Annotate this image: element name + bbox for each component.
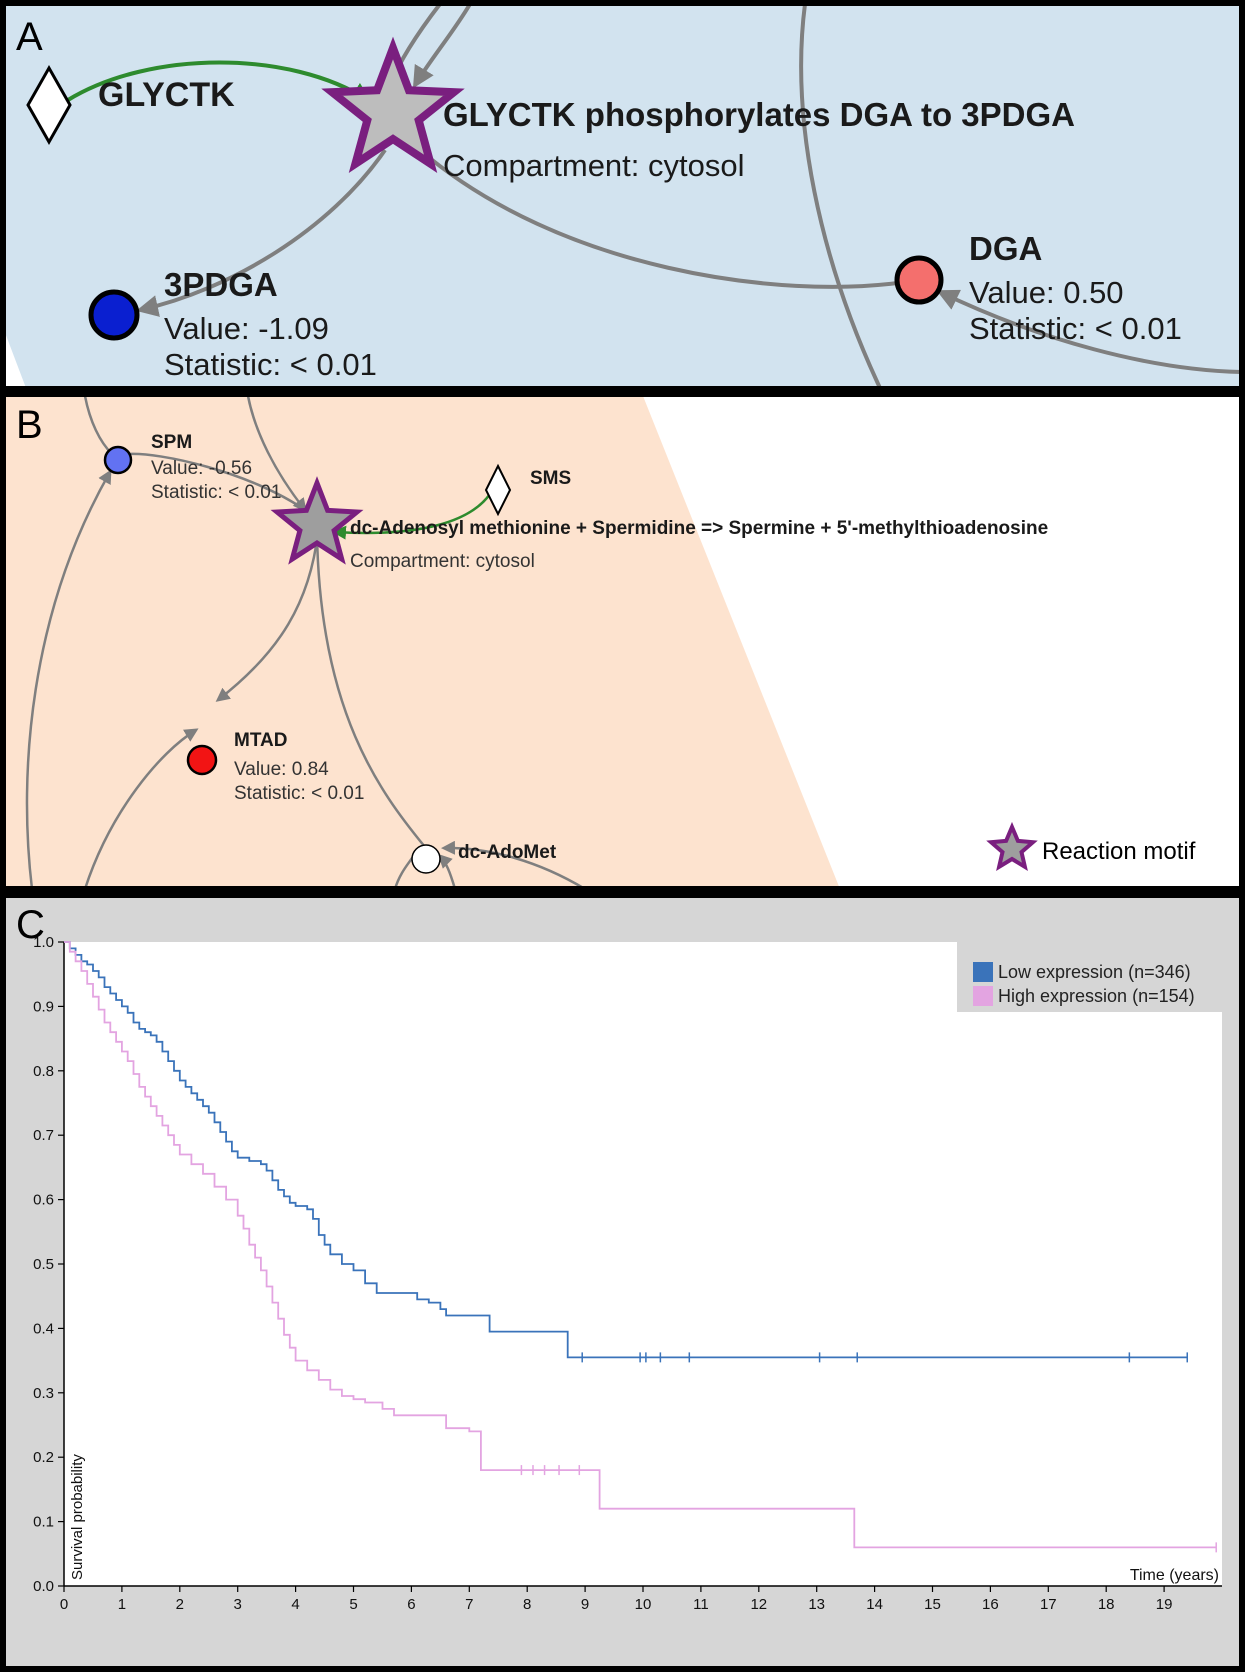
node-3pdga-statistic: Statistic: < 0.01	[164, 347, 377, 382]
reaction-b-compartment: Compartment: cytosol	[350, 551, 535, 572]
panel-b-reaction-network: SPM Value: -0.56 Statistic: < 0.01 SMS d…	[0, 392, 1245, 892]
x-tick-label: 11	[693, 1596, 709, 1613]
chart-layer: 0.00.10.20.30.40.50.60.70.80.91.00 1 2 3 4 5 6…	[33, 934, 1222, 1613]
panel-b-frame	[0, 392, 1245, 892]
panel-a-reaction-network: GLYCTK GLYCTK phosphorylates DGA to 3PDG…	[0, 0, 1245, 392]
node-mtad-statistic: Statistic: < 0.01	[234, 783, 364, 804]
edge-network-b-3	[83, 728, 199, 890]
node-3pdga[interactable]	[88, 289, 140, 341]
plot-area	[64, 942, 1222, 1586]
node-dcadomet-name: dc-AdoMet	[458, 842, 557, 863]
legend-swatch-low	[973, 962, 993, 982]
edge-reaction-to-spm	[127, 452, 306, 512]
edge-network-arc-2	[412, 3, 472, 89]
enzyme-glyctk-label: GLYCTK	[98, 76, 235, 114]
y-tick-label: 0.0	[33, 1578, 54, 1595]
y-tick-label: 1.0	[33, 934, 54, 951]
y-tick-label: 0.5	[33, 1256, 54, 1273]
node-spm[interactable]	[103, 445, 133, 475]
edge-network-b-5	[441, 840, 586, 891]
x-tick-label: 0	[60, 1596, 68, 1613]
y-tick-label: 0.6	[33, 1192, 54, 1209]
edge-enzyme-sms	[332, 493, 492, 540]
reaction-a-compartment: Compartment: cytosol	[443, 148, 745, 183]
legend-box	[957, 942, 1222, 1012]
legend-swatch-high	[973, 986, 993, 1006]
x-tick-label: 5	[349, 1596, 357, 1613]
edge-reaction-to-3pdga	[136, 148, 387, 317]
node-spm-value: Value: -0.56	[151, 458, 252, 479]
node-mtad-value: Value: 0.84	[234, 759, 329, 780]
edge-dcadomet-to-reaction	[315, 533, 426, 848]
enzyme-glyctk-diamond[interactable]	[26, 64, 72, 146]
y-axis-label: Survival probability	[69, 1454, 86, 1580]
node-dga-statistic: Statistic: < 0.01	[969, 311, 1182, 346]
reaction-a-title: GLYCTK phosphorylates DGA to 3PDGA	[443, 96, 1075, 133]
y-tick-label: 0.2	[33, 1449, 54, 1466]
edge-reaction-to-mtad	[215, 531, 320, 702]
reaction-motif-star-icon[interactable]	[321, 36, 465, 173]
enzyme-sms-label: SMS	[530, 468, 571, 489]
enzyme-sms-diamond[interactable]	[484, 463, 512, 517]
edge-to-spm	[25, 469, 112, 890]
survival-curve-low	[64, 941, 1188, 1359]
edge-network-b-1	[246, 395, 307, 513]
node-dga-value: Value: 0.50	[969, 275, 1124, 310]
edge-dga-to-reaction	[418, 148, 906, 289]
x-tick-label: 14	[866, 1596, 883, 1613]
x-tick-label: 13	[808, 1596, 825, 1613]
panel-a-letter: A	[16, 15, 43, 59]
panel-a-frame	[0, 0, 1245, 392]
x-tick-label: 4	[291, 1596, 299, 1613]
panel-b-letter: B	[16, 403, 43, 447]
x-tick-label: 7	[465, 1596, 473, 1613]
y-tick-label: 0.3	[33, 1385, 54, 1402]
x-tick-label: 19	[1156, 1596, 1173, 1613]
edge-network-arc-3	[799, 3, 882, 389]
panel-b-background	[4, 396, 840, 889]
x-tick-label: 16	[982, 1596, 999, 1613]
x-axis-label: Time (years)	[1130, 1567, 1219, 1584]
node-3pdga-value: Value: -1.09	[164, 311, 329, 346]
node-dcadomet[interactable]	[411, 844, 441, 874]
edge-network-arc-4	[936, 289, 1242, 374]
x-tick-label: 3	[234, 1596, 242, 1613]
survival-curve-high	[64, 941, 1217, 1549]
legend-high-label: High expression (n=154)	[998, 986, 1195, 1006]
y-tick-label: 0.9	[33, 998, 54, 1015]
y-tick-label: 0.7	[33, 1127, 54, 1144]
node-mtad-name: MTAD	[234, 730, 287, 751]
x-tick-label: 2	[176, 1596, 184, 1613]
legend-low-label: Low expression (n=346)	[998, 962, 1191, 982]
panel-c-letter: C	[16, 903, 45, 947]
x-tick-label: 12	[750, 1596, 767, 1613]
node-mtad[interactable]	[186, 744, 218, 776]
legend-reaction-motif-label: Reaction motif	[1042, 838, 1196, 865]
y-tick-label: 0.4	[33, 1320, 54, 1337]
x-tick-label: 10	[635, 1596, 652, 1613]
y-tick-label: 0.1	[33, 1514, 54, 1531]
x-tick-label: 18	[1098, 1596, 1115, 1613]
legend-star-icon	[986, 821, 1038, 871]
reaction-motif-star-icon[interactable]	[270, 476, 364, 565]
x-tick-label: 9	[581, 1596, 589, 1613]
node-spm-name: SPM	[151, 432, 192, 453]
x-tick-label: 1	[118, 1596, 126, 1613]
y-tick-label: 0.8	[33, 1063, 54, 1080]
x-tick-label: 8	[523, 1596, 531, 1613]
node-3pdga-name: 3PDGA	[164, 266, 278, 303]
node-dga-name: DGA	[969, 230, 1042, 267]
reaction-b-title: dc-Adenosyl methionine + Spermidine => S…	[350, 518, 1048, 539]
node-spm-statistic: Statistic: < 0.01	[151, 482, 281, 503]
node-dga[interactable]	[894, 255, 944, 305]
x-tick-label: 6	[407, 1596, 415, 1613]
edge-network-b-6	[437, 853, 457, 890]
x-tick-label: 17	[1040, 1596, 1057, 1613]
x-tick-label: 15	[924, 1596, 941, 1613]
panel-c-survival-chart: 0.00.10.20.30.40.50.60.70.80.91.00 1 2 3 4 5 6…	[0, 892, 1245, 1672]
edge-enzyme-glyctk	[66, 60, 372, 103]
